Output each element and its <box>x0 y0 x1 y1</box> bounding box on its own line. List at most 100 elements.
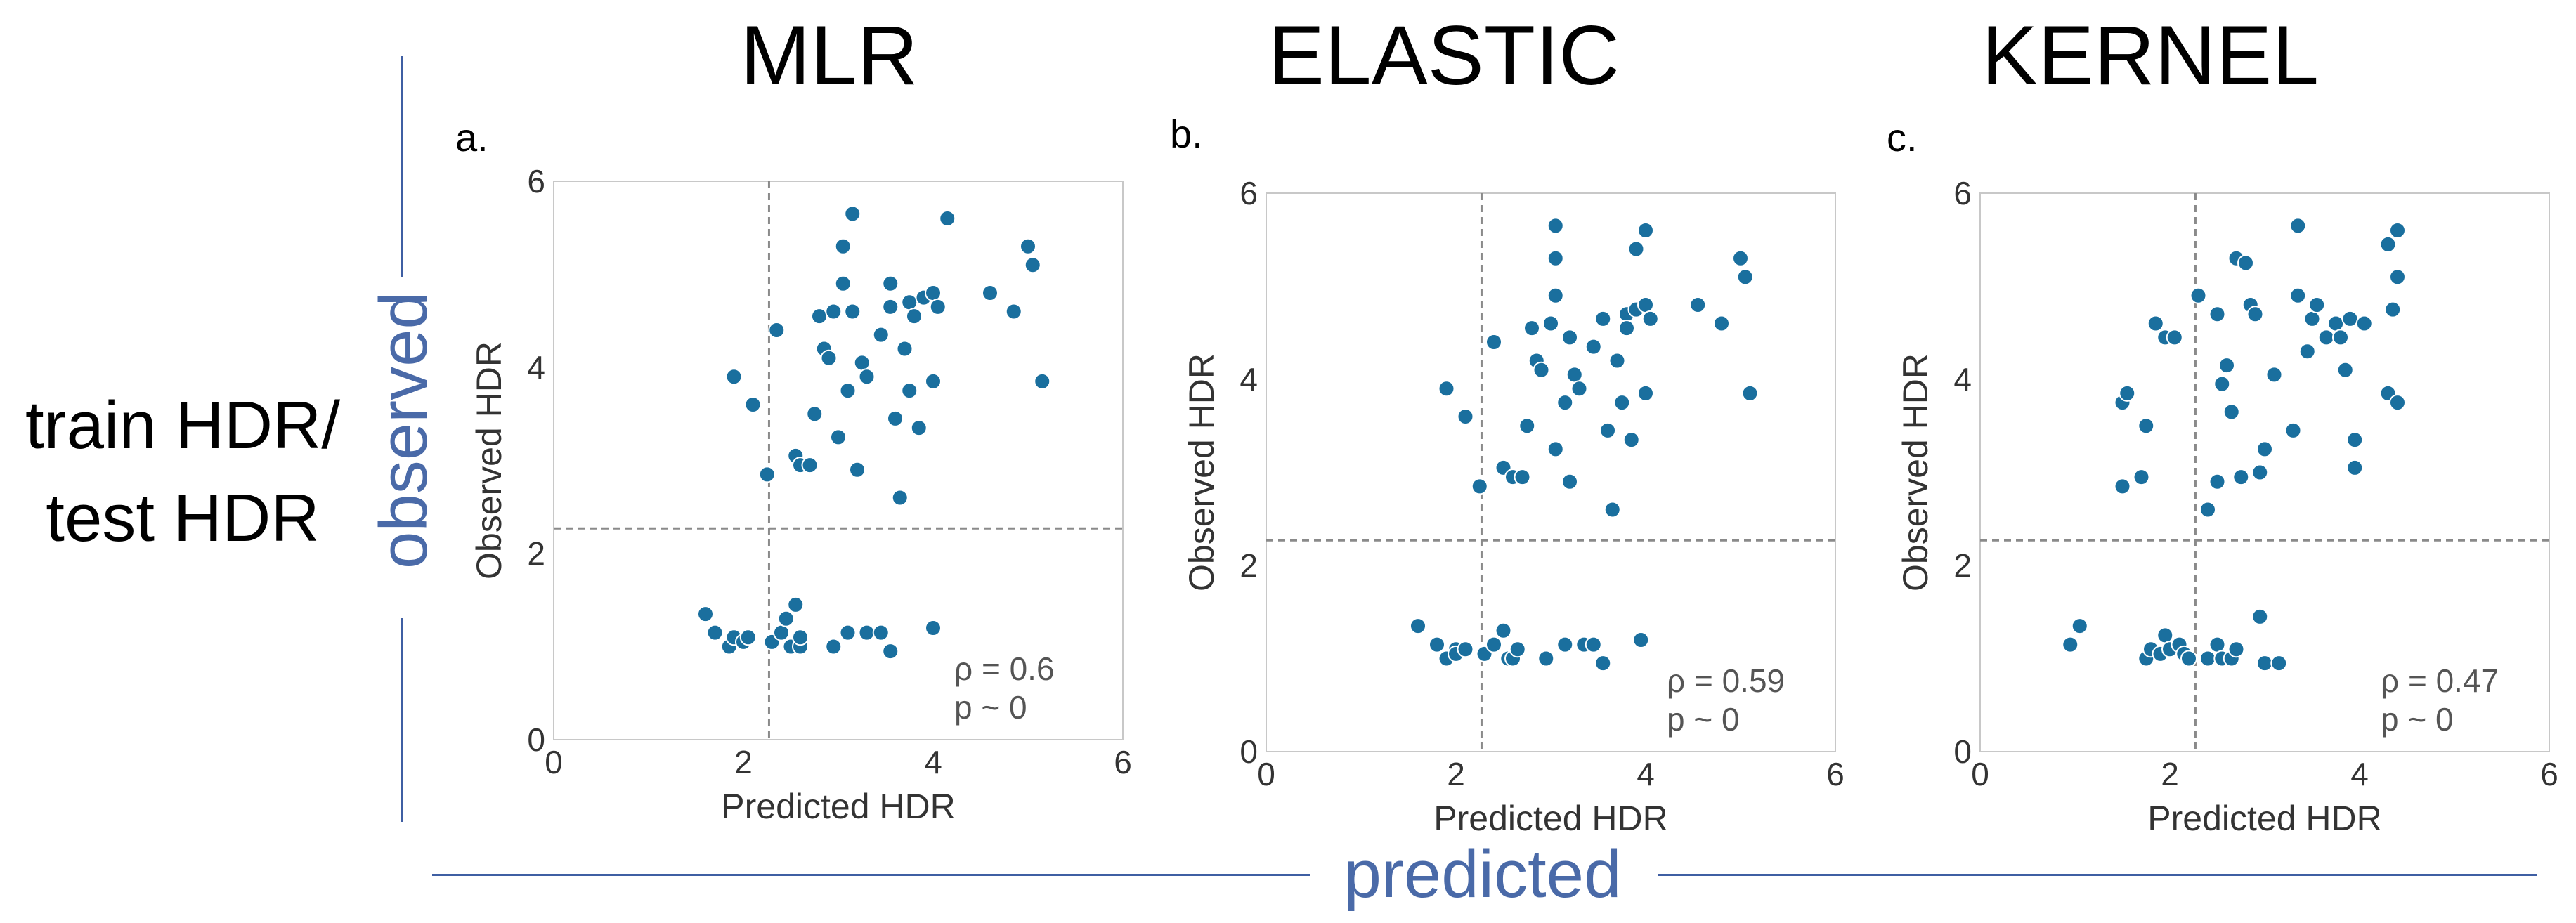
chart-kernel-ytick: 6 <box>1953 175 1972 211</box>
chart-elastic-point <box>1410 617 1426 635</box>
chart-mlr-point <box>939 210 956 227</box>
chart-elastic-xtick: 6 <box>1826 756 1845 792</box>
chart-elastic-point <box>1713 315 1730 332</box>
chart-elastic-point <box>1561 473 1578 490</box>
chart-mlr-xtick: 4 <box>924 744 942 780</box>
chart-kernel-point <box>2384 301 2402 318</box>
chart-mlr-point <box>925 284 942 301</box>
chart-elastic-point <box>1632 631 1650 648</box>
chart-kernel-point <box>2190 287 2207 304</box>
chart-elastic-ylabel: Observed HDR <box>1182 353 1221 591</box>
row-label-line2: test HDR <box>46 480 320 556</box>
chart-mlr-xtick: 2 <box>734 744 753 780</box>
chart-elastic-xlabel: Predicted HDR <box>1433 799 1667 838</box>
chart-mlr-point <box>882 298 899 315</box>
chart-elastic-panel-label: b. <box>1170 112 1203 156</box>
chart-kernel-point <box>2237 254 2254 272</box>
chart-mlr-point <box>925 372 942 390</box>
chart-elastic-point <box>1566 366 1583 384</box>
chart-mlr-point <box>929 298 947 315</box>
chart-mlr-point <box>858 368 876 386</box>
chart-kernel-point <box>2119 384 2136 402</box>
chart-mlr-point <box>906 308 923 325</box>
chart-kernel-point <box>2157 627 2174 644</box>
chart-mlr-point <box>1024 256 1041 274</box>
chart-kernel-point <box>2332 329 2349 346</box>
chart-elastic-point <box>1627 240 1645 258</box>
chart-elastic-point <box>1732 249 1749 267</box>
chart-kernel-xtick: 6 <box>2540 756 2558 792</box>
chart-mlr-point <box>777 610 795 627</box>
chart-elastic-point <box>1547 217 1564 235</box>
chart-elastic-point <box>1547 287 1564 304</box>
chart-kernel-point <box>2289 217 2307 235</box>
chart-kernel-point <box>2284 421 2302 439</box>
chart-mlr-point <box>844 303 861 320</box>
chart-elastic-point <box>1585 338 1602 355</box>
chart-mlr-point <box>706 624 724 641</box>
chart-kernel-rho: ρ = 0.47 <box>2381 662 2499 699</box>
chart-elastic-point <box>1637 222 1654 239</box>
chart-elastic-point <box>1637 384 1654 402</box>
chart-mlr-point <box>758 466 776 483</box>
chart-mlr-panel-label: a. <box>455 115 488 159</box>
chart-kernel-point <box>2327 315 2345 332</box>
chart-elastic-xtick: 0 <box>1257 756 1275 792</box>
chart-elastic-xtick: 4 <box>1637 756 1655 792</box>
chart-elastic-point <box>1604 501 1621 518</box>
chart-mlr-point <box>901 382 918 400</box>
chart-elastic-pvalue: p ~ 0 <box>1667 701 1740 738</box>
chart-elastic-point <box>1514 469 1531 486</box>
chart-mlr-point <box>910 419 928 437</box>
chart-mlr-point <box>896 340 913 358</box>
chart-kernel-point <box>2251 608 2269 625</box>
chart-mlr-ytick: 4 <box>527 349 545 386</box>
chart-kernel-point <box>2256 655 2273 672</box>
chart-mlr-point <box>825 638 843 655</box>
predicted-label: predicted <box>1344 837 1622 912</box>
chart-elastic-point <box>1736 268 1754 286</box>
chart-mlr-point <box>725 368 743 386</box>
chart-mlr-point <box>853 354 871 372</box>
chart-mlr-point <box>834 237 852 255</box>
chart-elastic-ytick: 6 <box>1240 175 1258 211</box>
chart-elastic-ytick: 4 <box>1240 361 1258 398</box>
chart-elastic-point <box>1594 310 1612 327</box>
chart-elastic-point <box>1485 636 1502 653</box>
chart-kernel-point <box>2341 310 2359 327</box>
chart-mlr-ylabel: Observed HDR <box>469 341 509 580</box>
chart-mlr-point <box>739 629 757 646</box>
chart-mlr-point <box>872 326 890 343</box>
chart-mlr-point <box>839 624 857 641</box>
chart-elastic-point <box>1523 320 1540 337</box>
observed-line-bottom <box>401 618 403 822</box>
chart-elastic-ytick: 0 <box>1240 733 1258 770</box>
title-kernel: KERNEL <box>1981 8 2320 103</box>
chart-mlr-point <box>792 629 809 646</box>
chart-kernel-point <box>2346 459 2364 476</box>
chart-kernel-ytick: 0 <box>1953 733 1972 770</box>
chart-mlr-xtick: 0 <box>545 744 563 780</box>
chart-mlr-point <box>834 275 852 292</box>
chart-kernel-point <box>2062 636 2079 653</box>
chart-mlr-point <box>844 205 861 223</box>
chart-kernel-point <box>2308 296 2326 313</box>
chart-elastic-point <box>1556 636 1574 653</box>
chart-mlr-point <box>882 275 899 292</box>
chart-elastic-point <box>1509 641 1526 658</box>
chart-mlr-xtick: 6 <box>1114 744 1132 780</box>
chart-elastic-point <box>1741 384 1759 402</box>
chart-kernel-point <box>2265 366 2283 384</box>
chart-mlr-ytick: 6 <box>527 163 545 199</box>
observed-line-top <box>401 56 403 277</box>
chart-mlr-point <box>787 596 805 613</box>
chart-kernel-ylabel: Observed HDR <box>1896 353 1935 591</box>
chart-kernel-xtick: 2 <box>2161 756 2179 792</box>
chart-kernel-point <box>2270 655 2288 672</box>
chart-elastic-point <box>1542 315 1559 332</box>
chart-kernel-point <box>2379 235 2397 253</box>
chart-elastic-point <box>1533 361 1550 379</box>
chart-mlr-ytick: 2 <box>527 535 545 572</box>
chart-elastic-point <box>1622 431 1640 449</box>
chart-elastic-point <box>1518 417 1536 435</box>
